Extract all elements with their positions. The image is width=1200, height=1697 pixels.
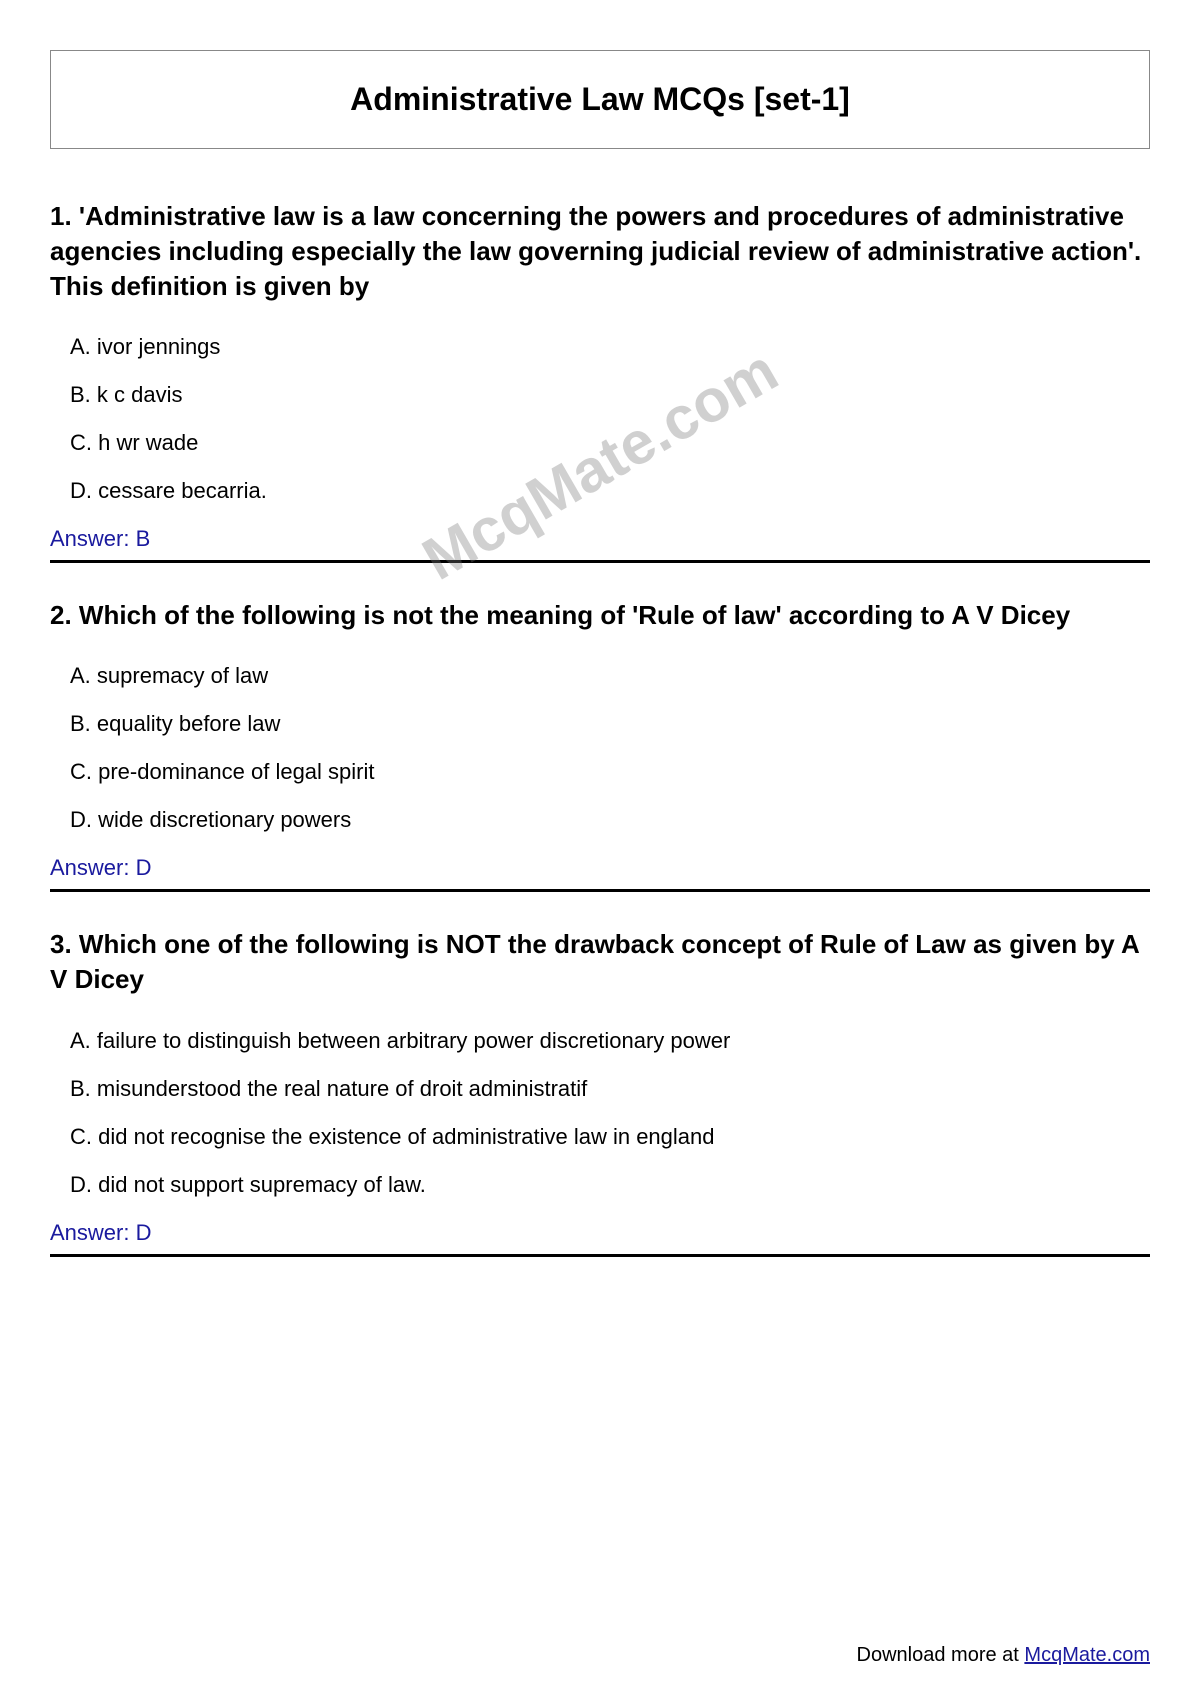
divider bbox=[50, 889, 1150, 892]
option-d: D. wide discretionary powers bbox=[70, 807, 1150, 833]
question-block: 1. 'Administrative law is a law concerni… bbox=[50, 199, 1150, 563]
question-body: Which one of the following is NOT the dr… bbox=[50, 929, 1139, 994]
question-block: 3. Which one of the following is NOT the… bbox=[50, 927, 1150, 1256]
answer-value: D bbox=[136, 855, 152, 880]
answer-value: D bbox=[136, 1220, 152, 1245]
option-d-text: cessare becarria. bbox=[98, 478, 267, 503]
option-a: A. failure to distinguish between arbitr… bbox=[70, 1028, 1150, 1054]
option-c: C. did not recognise the existence of ad… bbox=[70, 1124, 1150, 1150]
answer-prefix: Answer: bbox=[50, 526, 136, 551]
answer-label: Answer: D bbox=[50, 855, 1150, 881]
question-text: 3. Which one of the following is NOT the… bbox=[50, 927, 1150, 997]
option-b: B. equality before law bbox=[70, 711, 1150, 737]
option-a-text: ivor jennings bbox=[97, 334, 221, 359]
option-a-text: failure to distinguish between arbitrary… bbox=[97, 1028, 730, 1053]
option-a-text: supremacy of law bbox=[97, 663, 268, 688]
option-d-text: wide discretionary powers bbox=[98, 807, 351, 832]
option-b-text: equality before law bbox=[97, 711, 280, 736]
divider bbox=[50, 560, 1150, 563]
divider bbox=[50, 1254, 1150, 1257]
option-c-text: did not recognise the existence of admin… bbox=[98, 1124, 714, 1149]
option-d: D. did not support supremacy of law. bbox=[70, 1172, 1150, 1198]
options-list: A. failure to distinguish between arbitr… bbox=[50, 1028, 1150, 1198]
option-d-text: did not support supremacy of law. bbox=[98, 1172, 426, 1197]
answer-label: Answer: B bbox=[50, 526, 1150, 552]
answer-prefix: Answer: bbox=[50, 1220, 136, 1245]
question-number: 2. bbox=[50, 600, 72, 630]
option-a: A. supremacy of law bbox=[70, 663, 1150, 689]
options-list: A. ivor jennings B. k c davis C. h wr wa… bbox=[50, 334, 1150, 504]
option-d: D. cessare becarria. bbox=[70, 478, 1150, 504]
answer-label: Answer: D bbox=[50, 1220, 1150, 1246]
option-a: A. ivor jennings bbox=[70, 334, 1150, 360]
footer-link[interactable]: McqMate.com bbox=[1024, 1644, 1150, 1666]
title-container: Administrative Law MCQs [set-1] bbox=[50, 50, 1150, 149]
option-b-text: k c davis bbox=[97, 382, 183, 407]
question-text: 2. Which of the following is not the mea… bbox=[50, 598, 1150, 633]
option-b-text: misunderstood the real nature of droit a… bbox=[97, 1076, 587, 1101]
option-c-text: h wr wade bbox=[98, 430, 198, 455]
option-c-text: pre-dominance of legal spirit bbox=[98, 759, 374, 784]
option-c: C. h wr wade bbox=[70, 430, 1150, 456]
question-body: Which of the following is not the meanin… bbox=[79, 600, 1070, 630]
question-text: 1. 'Administrative law is a law concerni… bbox=[50, 199, 1150, 304]
answer-value: B bbox=[136, 526, 151, 551]
question-number: 3. bbox=[50, 929, 72, 959]
page-title: Administrative Law MCQs [set-1] bbox=[71, 81, 1129, 118]
answer-prefix: Answer: bbox=[50, 855, 136, 880]
option-c: C. pre-dominance of legal spirit bbox=[70, 759, 1150, 785]
question-body: 'Administrative law is a law concerning … bbox=[50, 201, 1141, 301]
options-list: A. supremacy of law B. equality before l… bbox=[50, 663, 1150, 833]
question-block: 2. Which of the following is not the mea… bbox=[50, 598, 1150, 892]
footer-prefix: Download more at bbox=[857, 1644, 1025, 1666]
footer: Download more at McqMate.com bbox=[857, 1644, 1150, 1667]
option-b: B. k c davis bbox=[70, 382, 1150, 408]
option-b: B. misunderstood the real nature of droi… bbox=[70, 1076, 1150, 1102]
question-number: 1. bbox=[50, 201, 72, 231]
